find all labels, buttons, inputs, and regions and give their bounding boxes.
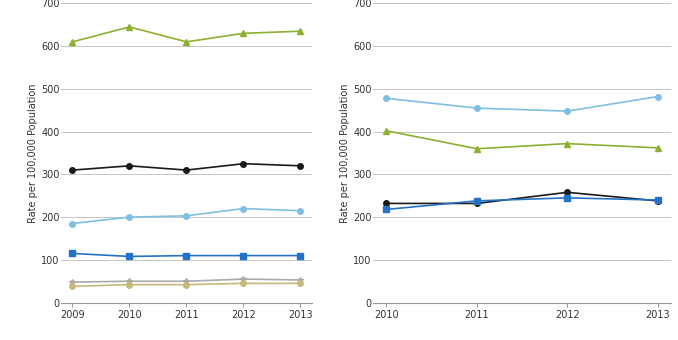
Line: 45-64: 45-64: [70, 206, 303, 226]
Line: Large Central MSA: Large Central MSA: [384, 189, 660, 206]
65-84: [296, 278, 304, 282]
Total: [182, 168, 191, 172]
18-44: [182, 40, 191, 44]
Large Fringe MSA: [382, 207, 391, 211]
45-64: [239, 206, 247, 210]
Y-axis label: Rate per 100,000 Population: Rate per 100,000 Population: [340, 83, 351, 223]
Total: [239, 162, 247, 166]
Line: 85+: 85+: [70, 280, 303, 289]
Medium MSA: [563, 141, 572, 146]
Medium MSA: [382, 129, 391, 133]
0-17: [296, 254, 304, 258]
Total: [296, 164, 304, 168]
Line: 65-84: 65-84: [70, 276, 303, 285]
Total: [68, 168, 77, 172]
Large Fringe MSA: [654, 198, 662, 202]
65-84: [182, 279, 191, 283]
Medium MSA: [473, 147, 481, 151]
0-17: [125, 254, 134, 258]
Line: Medium MSA: Medium MSA: [384, 128, 660, 152]
Micropolitan and Noncore: [563, 109, 572, 113]
85+: [125, 283, 134, 287]
65-84: [68, 280, 77, 284]
Micropolitan and Noncore: [382, 96, 391, 100]
0-17: [239, 254, 247, 258]
45-64: [182, 214, 191, 218]
Medium MSA: [654, 146, 662, 150]
Line: Large Fringe MSA: Large Fringe MSA: [384, 195, 660, 212]
Total: [125, 164, 134, 168]
18-44: [239, 31, 247, 35]
0-17: [182, 254, 191, 258]
18-44: [296, 29, 304, 33]
Line: 18-44: 18-44: [70, 24, 303, 45]
Large Fringe MSA: [563, 196, 572, 200]
Large Central MSA: [563, 190, 572, 194]
65-84: [125, 279, 134, 283]
Line: Total: Total: [70, 161, 303, 173]
Micropolitan and Noncore: [473, 106, 481, 110]
Large Central MSA: [473, 201, 481, 205]
45-64: [296, 209, 304, 213]
85+: [239, 281, 247, 285]
Line: Micropolitan and Noncore: Micropolitan and Noncore: [384, 94, 660, 114]
65-84: [239, 277, 247, 281]
18-44: [125, 25, 134, 29]
85+: [68, 284, 77, 288]
Line: 0-17: 0-17: [70, 251, 303, 259]
Large Fringe MSA: [473, 199, 481, 203]
85+: [296, 281, 304, 285]
Y-axis label: Rate per 100,000 Population: Rate per 100,000 Population: [28, 83, 39, 223]
0-17: [68, 251, 77, 255]
Large Central MSA: [654, 199, 662, 203]
45-64: [125, 215, 134, 219]
18-44: [68, 40, 77, 44]
Large Central MSA: [382, 201, 391, 205]
Micropolitan and Noncore: [654, 95, 662, 99]
85+: [182, 283, 191, 287]
45-64: [68, 221, 77, 225]
